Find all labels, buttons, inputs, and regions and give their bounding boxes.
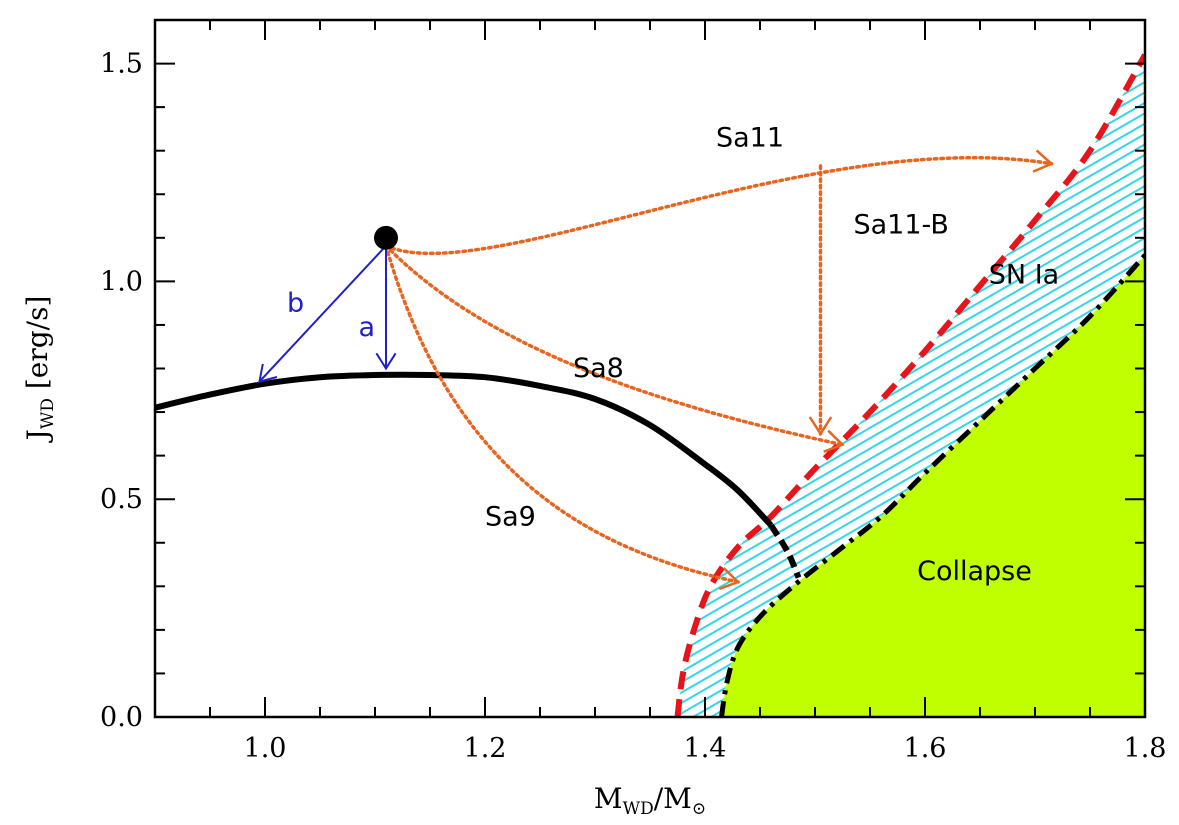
- tick-labels: 1.0 1.2 1.4 1.6 1.8 0.0 0.5 1.0 1.5: [100, 49, 1166, 764]
- x-tick-label: 1.2: [464, 733, 507, 764]
- black-curve: [155, 371, 774, 528]
- path-sa11-b-arrowhead: [808, 416, 833, 437]
- label-arrow-b: b: [287, 288, 304, 319]
- path-sa9-arrowhead: [718, 567, 741, 591]
- region-label-collapse: Collapse: [917, 556, 1032, 587]
- black-curve-dashed-tail: [768, 523, 802, 579]
- arrow-b: [258, 245, 387, 383]
- y-tick-label: 1.0: [100, 266, 143, 297]
- path-sa9: [384, 244, 740, 584]
- x-axis-title: MWD/M⊙: [594, 782, 706, 819]
- x-tick-label: 1.6: [904, 733, 947, 764]
- label-sa8: Sa8: [573, 353, 624, 384]
- blue-arrows: [258, 245, 397, 383]
- start-point: [374, 225, 398, 250]
- x-tick-label: 1.8: [1124, 733, 1167, 764]
- label-sa11: Sa11: [716, 122, 784, 153]
- region-label-sn-ia: SN Ia: [989, 260, 1059, 291]
- path-sa11-arrowhead: [1032, 149, 1054, 173]
- path-sa11: [384, 155, 1054, 256]
- sn-ia-boundary-red-dashed: [674, 53, 1145, 717]
- x-tick-label: 1.4: [684, 733, 727, 764]
- arrow-b-head: [258, 363, 278, 383]
- plot-area: [155, 20, 1145, 717]
- y-tick-label: 1.5: [100, 49, 143, 80]
- path-sa8-arrowhead: [823, 429, 845, 453]
- label-sa11-b: Sa11-B: [854, 209, 949, 240]
- collapse-region: [721, 255, 1145, 717]
- axis-ticks: [154, 19, 1146, 718]
- label-arrow-a: a: [359, 312, 376, 343]
- evolution-paths: [384, 149, 1054, 591]
- y-tick-label: 0.0: [100, 702, 143, 733]
- path-sa8: [384, 244, 845, 447]
- arrow-a-head: [375, 352, 397, 371]
- x-tick-label: 1.0: [244, 733, 287, 764]
- y-axis-title: JWD [erg/s]: [21, 296, 58, 444]
- y-tick-label: 0.5: [100, 484, 143, 515]
- annotations: Sa11 Sa11-B Sa8 Sa9 a b SN Ia Collapse: [287, 122, 1059, 586]
- label-sa9: Sa9: [485, 501, 536, 532]
- collapse-boundary-dashdot: [719, 253, 1145, 717]
